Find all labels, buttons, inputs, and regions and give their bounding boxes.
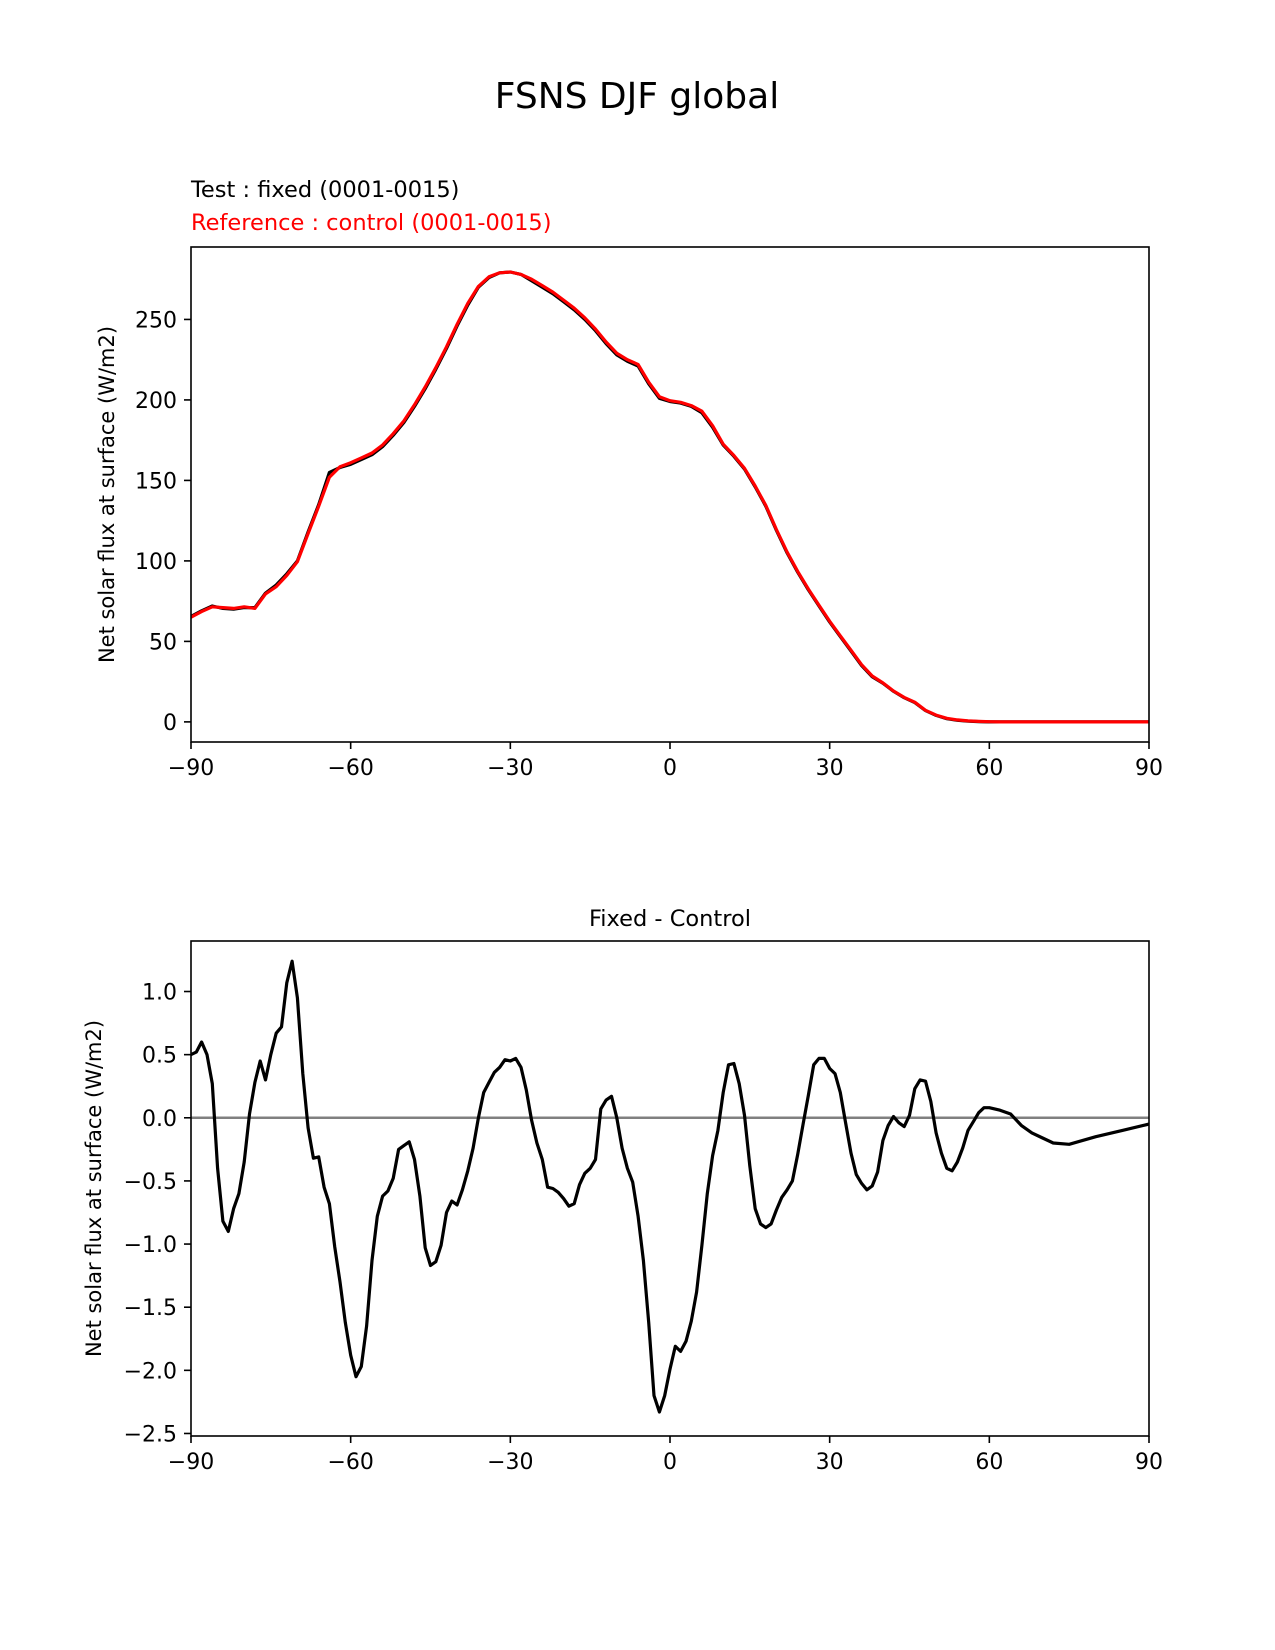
- reference-label: Reference : control (0001-0015): [191, 210, 552, 236]
- test-label: Test : fixed (0001-0015): [190, 177, 459, 203]
- top-x-tick-label: 60: [975, 756, 1003, 781]
- top-y-tick-label: 100: [135, 550, 177, 575]
- bottom-x-tick-label: −30: [487, 1450, 533, 1475]
- top-x-tick-label: 0: [663, 756, 677, 781]
- top-y-tick-label: 150: [135, 469, 177, 494]
- bottom-x-tick-label: 0: [663, 1450, 677, 1475]
- top-test-line: [191, 270, 1149, 724]
- bottom-x-tick-label: 30: [816, 1450, 844, 1475]
- top-plot-panel: −90 −60 −30 0 30 60 90 0 50 100 150 200 250 Net solar…: [95, 246, 1163, 781]
- bottom-y-tick-label: 0.5: [142, 1044, 177, 1069]
- top-x-tick-label: −60: [327, 756, 373, 781]
- bottom-y-tick-label: −0.5: [124, 1170, 177, 1195]
- top-y-tick-label: 200: [135, 389, 177, 414]
- bottom-difference-line: [191, 959, 1149, 1414]
- bottom-y-tick-label: 0.0: [142, 1107, 177, 1132]
- bottom-y-tick-label: −2.0: [124, 1359, 177, 1384]
- bottom-y-axis-label: Net solar flux at surface (W/m2): [82, 1020, 106, 1357]
- top-x-tick-label: −90: [168, 756, 214, 781]
- bottom-x-tick-label: −90: [168, 1450, 214, 1475]
- bottom-y-tick-label: −2.5: [124, 1422, 177, 1447]
- top-x-tick-label: 90: [1135, 756, 1163, 781]
- top-x-tick-label: 30: [816, 756, 844, 781]
- bottom-y-tick-label: 1.0: [142, 981, 177, 1006]
- top-plot-frame: [190, 246, 1150, 743]
- top-y-axis-label: Net solar flux at surface (W/m2): [95, 326, 119, 663]
- top-x-tick-label: −30: [487, 756, 533, 781]
- figure-title: FSNS DJF global: [495, 76, 779, 117]
- top-reference-line: [191, 270, 1149, 724]
- bottom-x-tick-label: 60: [975, 1450, 1003, 1475]
- bottom-y-tick-label: −1.5: [124, 1296, 177, 1321]
- bottom-plot-panel: −90 −60 −30 0 30 60 90 1.0 0.5 0.0 −0.5 −1.0 −1.5 −2.…: [82, 940, 1163, 1475]
- bottom-x-tick-label: 90: [1135, 1450, 1163, 1475]
- bottom-plot-frame: [190, 940, 1150, 1437]
- top-y-tick-label: 0: [163, 711, 177, 736]
- bottom-x-tick-label: −60: [327, 1450, 373, 1475]
- bottom-plot-title: Fixed - Control: [589, 906, 751, 932]
- bottom-y-tick-label: −1.0: [124, 1233, 177, 1258]
- top-y-tick-label: 250: [135, 308, 177, 333]
- top-y-tick-label: 50: [149, 630, 177, 655]
